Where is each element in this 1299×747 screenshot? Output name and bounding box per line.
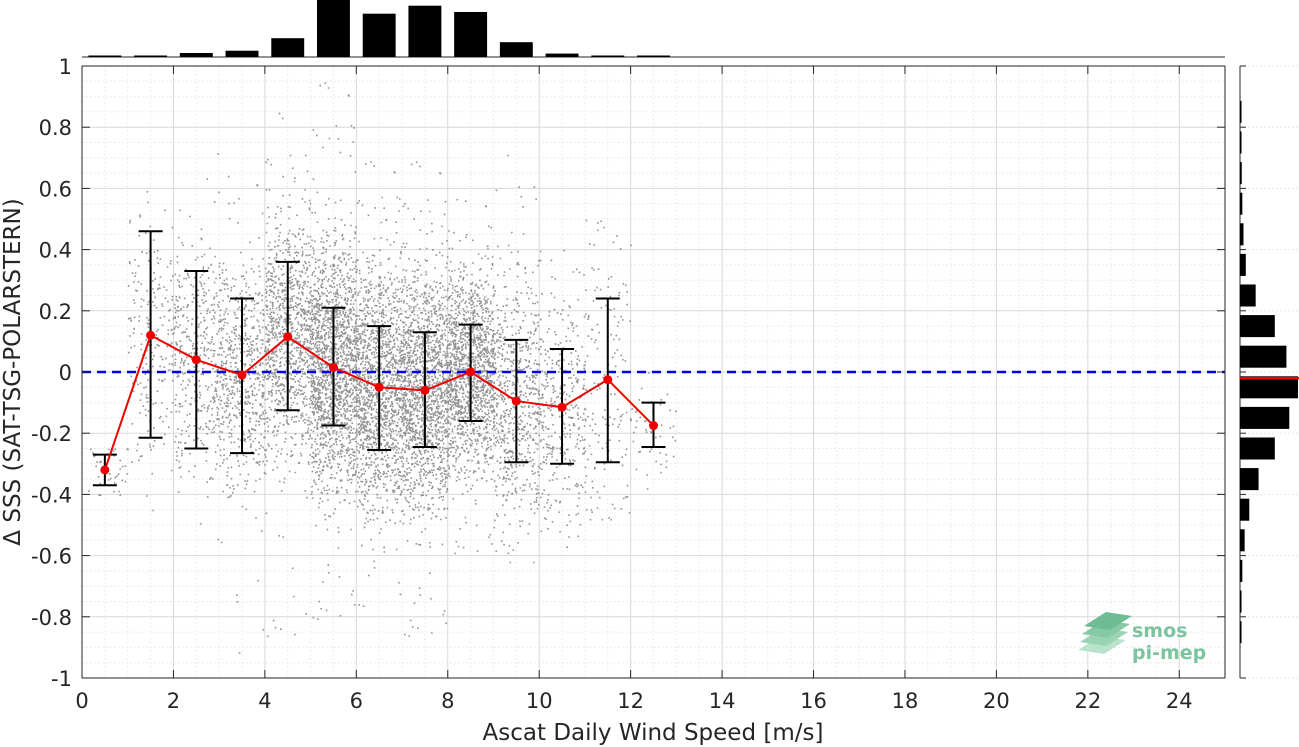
top-histogram-bar bbox=[362, 13, 396, 57]
x-tick-label: 20 bbox=[983, 689, 1010, 713]
x-tick-label: 10 bbox=[526, 689, 553, 713]
y-tick-label: 0.2 bbox=[39, 300, 72, 324]
x-tick-label: 16 bbox=[800, 689, 827, 713]
y-tick-label: -1 bbox=[51, 667, 72, 691]
right-histogram-bar bbox=[1240, 253, 1246, 276]
x-tick-label: 2 bbox=[167, 689, 180, 713]
mean-point-8.5 bbox=[466, 367, 476, 377]
x-tick-label: 14 bbox=[709, 689, 736, 713]
y-tick-label: -0.2 bbox=[31, 422, 72, 446]
mean-point-10.5 bbox=[557, 402, 567, 412]
mean-point-7.5 bbox=[420, 385, 430, 395]
right-histogram-bar bbox=[1240, 315, 1275, 338]
top-histogram-bar bbox=[88, 55, 122, 57]
mean-point-3.5 bbox=[237, 370, 247, 380]
x-axis-label: Ascat Daily Wind Speed [m/s] bbox=[483, 720, 824, 746]
mean-point-2.5 bbox=[191, 355, 201, 365]
mean-point-1.5 bbox=[146, 330, 156, 340]
y-tick-label: 0.8 bbox=[39, 116, 72, 140]
y-tick-label: 0.6 bbox=[39, 177, 72, 201]
top-histogram-bar bbox=[179, 53, 213, 57]
mean-point-0.5 bbox=[100, 465, 110, 475]
right-histogram-bar bbox=[1240, 437, 1275, 460]
right-histogram-bar bbox=[1240, 284, 1256, 307]
mean-point-6.5 bbox=[374, 382, 384, 392]
smos-pimep-logo: smos pi-mep bbox=[1078, 612, 1206, 664]
right-histogram-bar bbox=[1240, 406, 1290, 429]
top-histogram-bar bbox=[545, 53, 579, 57]
y-tick-label: -0.8 bbox=[31, 606, 72, 630]
right-histogram-bar bbox=[1240, 590, 1242, 613]
top-histogram-bar bbox=[225, 50, 259, 57]
y-tick-label: -0.4 bbox=[31, 483, 72, 507]
top-histogram bbox=[82, 0, 1225, 58]
mean-point-11.5 bbox=[603, 375, 613, 385]
right-histogram-bar bbox=[1240, 559, 1243, 582]
right-histogram-bar bbox=[1240, 100, 1242, 123]
top-histogram-bar bbox=[408, 5, 442, 57]
top-histogram-bar bbox=[134, 55, 168, 57]
right-histogram-bar bbox=[1240, 131, 1242, 154]
top-histogram-bar bbox=[591, 55, 625, 57]
x-tick-label: 0 bbox=[75, 689, 88, 713]
x-tick-label: 8 bbox=[441, 689, 454, 713]
right-histogram-bar bbox=[1240, 468, 1259, 491]
right-histogram bbox=[1239, 65, 1299, 679]
x-tick-label: 22 bbox=[1074, 689, 1101, 713]
mean-point-9.5 bbox=[511, 396, 521, 406]
mean-point-12.5 bbox=[649, 421, 658, 431]
right-histogram-bar bbox=[1240, 376, 1298, 399]
logo-line1: smos bbox=[1132, 620, 1187, 642]
x-axis-ticks: 0 2 4 6 8 10 12 14 16 18 20 22 24 bbox=[75, 66, 1193, 713]
x-tick-label: 12 bbox=[617, 689, 644, 713]
binned-mean-line bbox=[100, 330, 658, 475]
x-tick-label: 4 bbox=[258, 689, 271, 713]
top-histogram-bar bbox=[637, 55, 670, 57]
smos-layers-icon bbox=[1078, 612, 1132, 654]
right-histogram-bar bbox=[1240, 192, 1243, 215]
right-histogram-bar bbox=[1240, 621, 1242, 644]
right-histogram-bar bbox=[1240, 162, 1242, 185]
y-tick-label: 1 bbox=[59, 55, 72, 79]
right-histogram-bar bbox=[1240, 498, 1250, 521]
y-axis-label: Δ SSS (SAT-TSG-POLARSTERN) bbox=[0, 198, 26, 545]
y-tick-label: 0 bbox=[59, 361, 72, 385]
x-tick-label: 6 bbox=[350, 689, 363, 713]
mean-point-5.5 bbox=[328, 362, 338, 372]
top-histogram-bar bbox=[271, 38, 305, 57]
x-tick-label: 24 bbox=[1166, 689, 1193, 713]
x-tick-label: 18 bbox=[892, 689, 919, 713]
logo-line2: pi-mep bbox=[1132, 642, 1206, 664]
right-histogram-bar bbox=[1240, 529, 1245, 552]
right-histogram-bar bbox=[1240, 223, 1244, 246]
top-histogram-bar bbox=[499, 42, 533, 57]
mean-point-4.5 bbox=[283, 332, 293, 342]
top-histogram-bar bbox=[317, 0, 350, 57]
y-tick-label: 0.4 bbox=[39, 239, 72, 263]
right-histogram-bar bbox=[1240, 345, 1287, 368]
y-tick-label: -0.6 bbox=[31, 545, 72, 569]
top-histogram-bar bbox=[454, 11, 488, 57]
y-axis-ticks: 1 0.8 0.6 0.4 0.2 0 -0.2 -0.4 -0.6 -0.8 -1 bbox=[31, 55, 1225, 691]
